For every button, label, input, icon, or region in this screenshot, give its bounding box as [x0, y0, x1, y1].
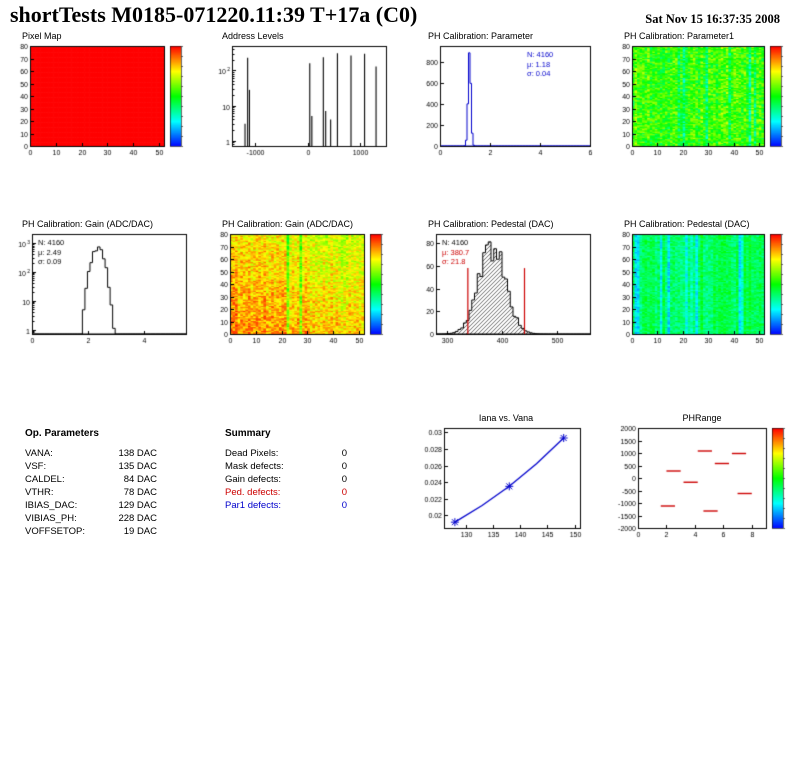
- op-parameter-label: CALDEL:: [25, 474, 65, 485]
- summary-row: Par1 defects: 0: [225, 499, 347, 512]
- op-parameter-row: VTHR: 78 DAC: [25, 486, 157, 499]
- summary-value: 0: [341, 500, 347, 511]
- panel-pixel-map: Pixel Map: [8, 30, 194, 160]
- ph-gain-map-plot: [208, 230, 394, 348]
- panel-iana-vs-vana: Iana vs. Vana: [414, 412, 598, 542]
- summary-value: 0: [341, 474, 347, 485]
- ph-parameter1-map-plot: [610, 42, 794, 160]
- phrange-plot: [610, 424, 794, 542]
- ph-parameter-plot: [414, 42, 598, 160]
- ph-gain-hist-title: PH Calibration: Gain (ADC/DAC): [22, 219, 154, 229]
- ph-parameter1-map-title: PH Calibration: Parameter1: [624, 31, 735, 41]
- panel-address-levels: Address Levels: [208, 30, 394, 160]
- op-parameter-value: 129 DAC: [118, 500, 157, 511]
- op-parameter-label: VANA:: [25, 448, 53, 459]
- summary-row: Ped. defects: 0: [225, 486, 347, 499]
- panel-ph-parameter: PH Calibration: Parameter: [414, 30, 598, 160]
- ph-pedestal-map-plot: [610, 230, 794, 348]
- summary-row: Dead Pixels: 0: [225, 447, 347, 460]
- panel-ph-pedestal-map: PH Calibration: Pedestal (DAC): [610, 218, 794, 348]
- summary-label: Par1 defects:: [225, 500, 281, 511]
- phrange-title: PHRange: [682, 413, 722, 423]
- op-parameter-label: VSF:: [25, 461, 47, 472]
- op-parameter-value: 135 DAC: [118, 461, 157, 472]
- op-parameter-row: VIBIAS_PH: 228 DAC: [25, 512, 157, 525]
- op-parameter-value: 84 DAC: [123, 474, 157, 485]
- op-parameters-title: Op. Parameters: [25, 428, 99, 439]
- address-levels-plot: [208, 42, 394, 160]
- page-title: shortTests M0185-071220.11:39 T+17a (C0): [10, 2, 418, 27]
- panel-ph-gain-hist: PH Calibration: Gain (ADC/DAC): [8, 218, 194, 348]
- page-date: Sat Nov 15 16:37:35 2008: [645, 12, 780, 26]
- iana-vs-vana-plot: [414, 424, 598, 542]
- panel-ph-parameter1-map: PH Calibration: Parameter1: [610, 30, 794, 160]
- iana-vs-vana-title: Iana vs. Vana: [478, 413, 534, 423]
- op-parameter-row: CALDEL: 84 DAC: [25, 473, 157, 486]
- op-parameter-value: 228 DAC: [118, 513, 157, 524]
- ph-pedestal-hist-plot: [414, 230, 598, 348]
- summary-panel: Summary Dead Pixels: 0 Mask defects: 0 G…: [225, 428, 347, 512]
- panel-phrange: PHRange: [610, 412, 794, 542]
- pixel-map-title: Pixel Map: [22, 31, 62, 41]
- pixel-map-plot: [8, 42, 194, 160]
- ph-gain-hist-plot: [8, 230, 194, 348]
- op-parameters-panel: Op. Parameters VANA: 138 DAC VSF: 135 DA…: [25, 428, 157, 538]
- op-parameter-row: VSF: 135 DAC: [25, 460, 157, 473]
- summary-label: Mask defects:: [225, 461, 284, 472]
- summary-label: Gain defects:: [225, 474, 281, 485]
- op-parameter-label: VOFFSETOP:: [25, 526, 86, 537]
- ph-pedestal-hist-title: PH Calibration: Pedestal (DAC): [428, 219, 554, 229]
- op-parameter-value: 138 DAC: [118, 448, 157, 459]
- op-parameter-row: IBIAS_DAC: 129 DAC: [25, 499, 157, 512]
- op-parameter-value: 78 DAC: [123, 487, 157, 498]
- address-levels-title: Address Levels: [222, 31, 284, 41]
- summary-row: Gain defects: 0: [225, 473, 347, 486]
- op-parameter-value: 19 DAC: [123, 526, 157, 537]
- op-parameter-row: VOFFSETOP: 19 DAC: [25, 525, 157, 538]
- summary-title: Summary: [225, 428, 271, 439]
- ph-parameter-title: PH Calibration: Parameter: [428, 31, 534, 41]
- panel-ph-gain-map: PH Calibration: Gain (ADC/DAC): [208, 218, 394, 348]
- ph-gain-map-title: PH Calibration: Gain (ADC/DAC): [222, 219, 354, 229]
- op-parameter-label: VIBIAS_PH:: [25, 513, 77, 524]
- summary-value: 0: [341, 461, 347, 472]
- summary-row: Mask defects: 0: [225, 460, 347, 473]
- ph-pedestal-map-title: PH Calibration: Pedestal (DAC): [624, 219, 750, 229]
- summary-label: Ped. defects:: [225, 487, 281, 498]
- op-parameter-label: IBIAS_DAC:: [25, 500, 78, 511]
- panel-ph-pedestal-hist: PH Calibration: Pedestal (DAC): [414, 218, 598, 348]
- summary-value: 0: [341, 487, 347, 498]
- summary-value: 0: [341, 448, 347, 459]
- op-parameter-label: VTHR:: [25, 487, 54, 498]
- summary-label: Dead Pixels:: [225, 448, 279, 459]
- op-parameter-row: VANA: 138 DAC: [25, 447, 157, 460]
